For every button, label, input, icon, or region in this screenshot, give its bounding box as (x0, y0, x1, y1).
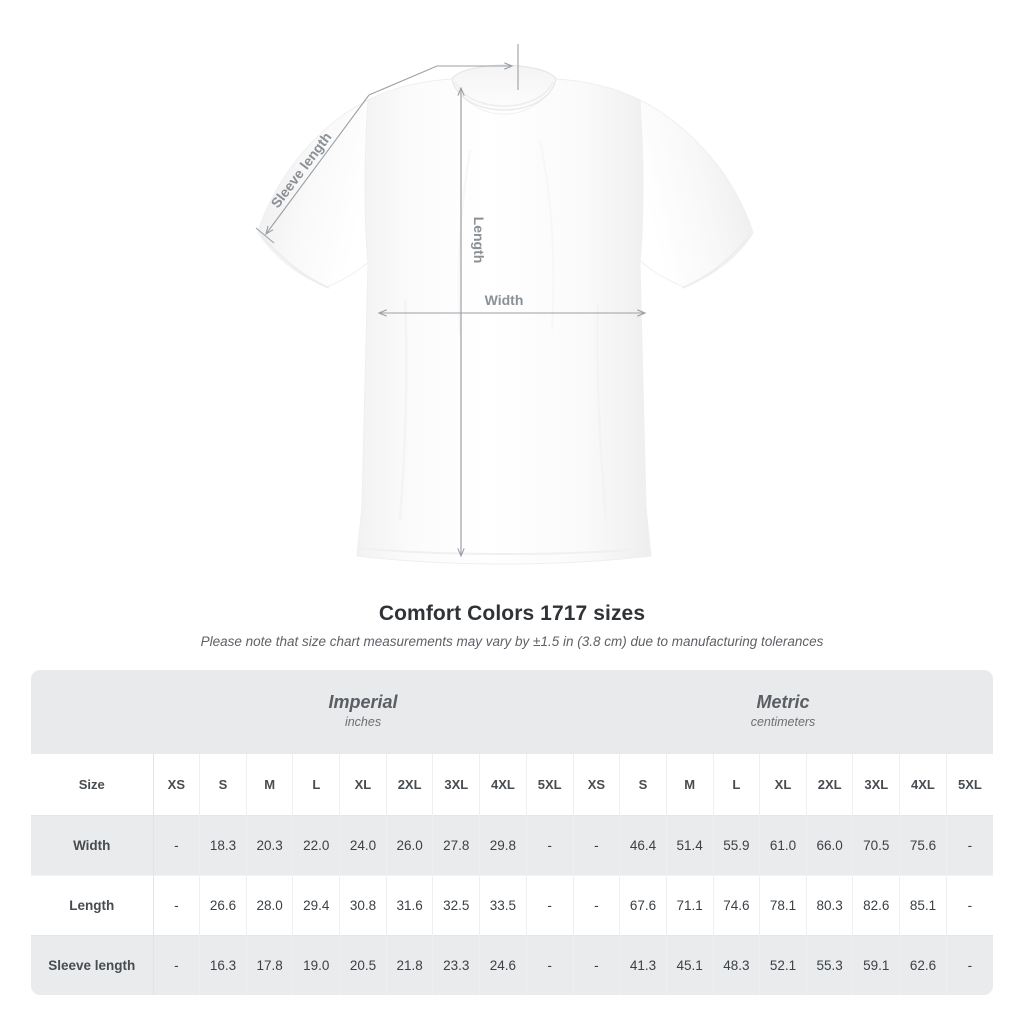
header-metric-2xl: 2XL (806, 754, 854, 815)
header-imperial-s: S (199, 754, 247, 815)
cell-width-metric-s: 46.4 (619, 814, 667, 875)
cell-width-imperial-3xl: 27.8 (432, 814, 481, 875)
cell-length-imperial-4xl: 33.5 (479, 874, 527, 935)
cell-sleeve-imperial-xl: 20.5 (339, 934, 387, 995)
cell-length-metric-5xl: - (946, 874, 993, 935)
cell-width-metric-m: 51.4 (666, 814, 714, 875)
header-metric-m: M (666, 754, 714, 815)
header-metric-5xl: 5XL (946, 754, 993, 815)
header-metric-xs: XS (573, 754, 621, 815)
sleeve-length-dimension (255, 94, 370, 244)
cell-sleeve-metric-2xl: 55.3 (806, 934, 854, 995)
unit-band-spacer (31, 670, 153, 754)
page-title: Comfort Colors 1717 sizes (378, 602, 646, 625)
cell-sleeve-imperial-xs: - (153, 934, 201, 995)
measurement-annotations (255, 44, 647, 558)
unit-sub-imperial: inches (344, 714, 382, 729)
cell-length-imperial-s: 26.6 (199, 874, 247, 935)
cell-length-metric-xs: - (573, 874, 621, 935)
length-label: Length (471, 217, 487, 264)
cell-sleeve-metric-l: 48.3 (713, 934, 761, 995)
cell-width-imperial-xl: 24.0 (339, 814, 387, 875)
header-metric-l: L (713, 754, 761, 815)
unit-cell-imperial: Imperial inches (153, 670, 574, 754)
cell-sleeve-metric-xs: - (573, 934, 621, 995)
cell-length-imperial-3xl: 32.5 (432, 874, 481, 935)
unit-cell-metric: Metric centimeters (573, 670, 993, 754)
cell-sleeve-metric-xl: 52.1 (759, 934, 807, 995)
cell-sleeve-metric-3xl: 59.1 (852, 934, 901, 995)
header-imperial-xs: XS (153, 754, 201, 815)
header-imperial-xl: XL (339, 754, 387, 815)
cell-width-imperial-l: 22.0 (292, 814, 341, 875)
header-metric-3xl: 3XL (852, 754, 901, 815)
cell-width-metric-5xl: - (946, 814, 993, 875)
cell-length-imperial-l: 29.4 (292, 874, 341, 935)
cell-width-imperial-xs: - (153, 814, 201, 875)
cell-length-imperial-xl: 30.8 (339, 874, 387, 935)
row-label-width: Width (31, 814, 154, 875)
cell-width-imperial-4xl: 29.8 (479, 814, 527, 875)
cell-length-metric-l: 74.6 (713, 874, 761, 935)
cell-width-imperial-s: 18.3 (199, 814, 247, 875)
header-metric-s: S (619, 754, 667, 815)
unit-sub-metric: centimeters (750, 714, 816, 729)
row-label-length: Length (31, 874, 154, 935)
cell-sleeve-metric-s: 41.3 (619, 934, 667, 995)
cell-length-metric-s: 67.6 (619, 874, 667, 935)
unit-name-metric: Metric (756, 692, 810, 713)
header-imperial-3xl: 3XL (432, 754, 481, 815)
header-imperial-4xl: 4XL (479, 754, 527, 815)
cell-width-metric-3xl: 70.5 (852, 814, 901, 875)
cell-sleeve-imperial-s: 16.3 (199, 934, 247, 995)
tshirt-illustration: Sleeve length Length Width (255, 44, 754, 565)
header-imperial-5xl: 5XL (526, 754, 574, 815)
header-imperial-m: M (246, 754, 294, 815)
cell-length-imperial-m: 28.0 (246, 874, 294, 935)
unit-band-row: Imperial inches Metric centimeters (31, 670, 993, 754)
cell-length-imperial-2xl: 31.6 (386, 874, 434, 935)
cell-length-metric-xl: 78.1 (759, 874, 807, 935)
cell-sleeve-imperial-3xl: 23.3 (432, 934, 481, 995)
cell-length-imperial-xs: - (153, 874, 201, 935)
header-metric-4xl: 4XL (899, 754, 947, 815)
page-subtitle: Please note that size chart measurements… (200, 634, 824, 649)
cell-sleeve-imperial-5xl: - (526, 934, 574, 995)
cell-width-metric-xs: - (573, 814, 621, 875)
cell-length-metric-m: 71.1 (666, 874, 714, 935)
cell-sleeve-imperial-2xl: 21.8 (386, 934, 434, 995)
cell-width-metric-4xl: 75.6 (899, 814, 947, 875)
cell-width-imperial-5xl: - (526, 814, 574, 875)
size-chart-table: Imperial inches Metric centimeters Size … (31, 670, 993, 995)
cell-width-metric-l: 55.9 (713, 814, 761, 875)
size-header-row: Size XS S M L XL 2XL 3XL 4XL 5XL XS S M … (31, 754, 993, 815)
header-imperial-2xl: 2XL (386, 754, 434, 815)
table-row: Sleeve length - 16.3 17.8 19.0 20.5 21.8… (31, 934, 993, 995)
cell-length-metric-4xl: 85.1 (899, 874, 947, 935)
cell-width-imperial-m: 20.3 (246, 814, 294, 875)
unit-name-imperial: Imperial (328, 692, 398, 713)
cell-length-metric-2xl: 80.3 (806, 874, 854, 935)
header-metric-xl: XL (759, 754, 807, 815)
cell-length-metric-3xl: 82.6 (852, 874, 901, 935)
cell-width-metric-xl: 61.0 (759, 814, 807, 875)
cell-length-imperial-5xl: - (526, 874, 574, 935)
cell-width-imperial-2xl: 26.0 (386, 814, 434, 875)
table-row: Length - 26.6 28.0 29.4 30.8 31.6 32.5 3… (31, 874, 993, 935)
header-imperial-l: L (292, 754, 341, 815)
cell-sleeve-imperial-m: 17.8 (246, 934, 294, 995)
cell-sleeve-metric-m: 45.1 (666, 934, 714, 995)
cell-width-metric-2xl: 66.0 (806, 814, 854, 875)
cell-sleeve-imperial-l: 19.0 (292, 934, 341, 995)
table-row: Width - 18.3 20.3 22.0 24.0 26.0 27.8 29… (31, 814, 993, 875)
header-size-label: Size (31, 754, 154, 815)
row-label-sleeve-length: Sleeve length (31, 934, 154, 995)
width-label: Width (485, 292, 524, 308)
shoulder-leader-line (368, 44, 519, 96)
tshirt-garment-shape (257, 64, 754, 565)
cell-sleeve-metric-5xl: - (946, 934, 993, 995)
cell-sleeve-imperial-4xl: 24.6 (479, 934, 527, 995)
cell-sleeve-metric-4xl: 62.6 (899, 934, 947, 995)
